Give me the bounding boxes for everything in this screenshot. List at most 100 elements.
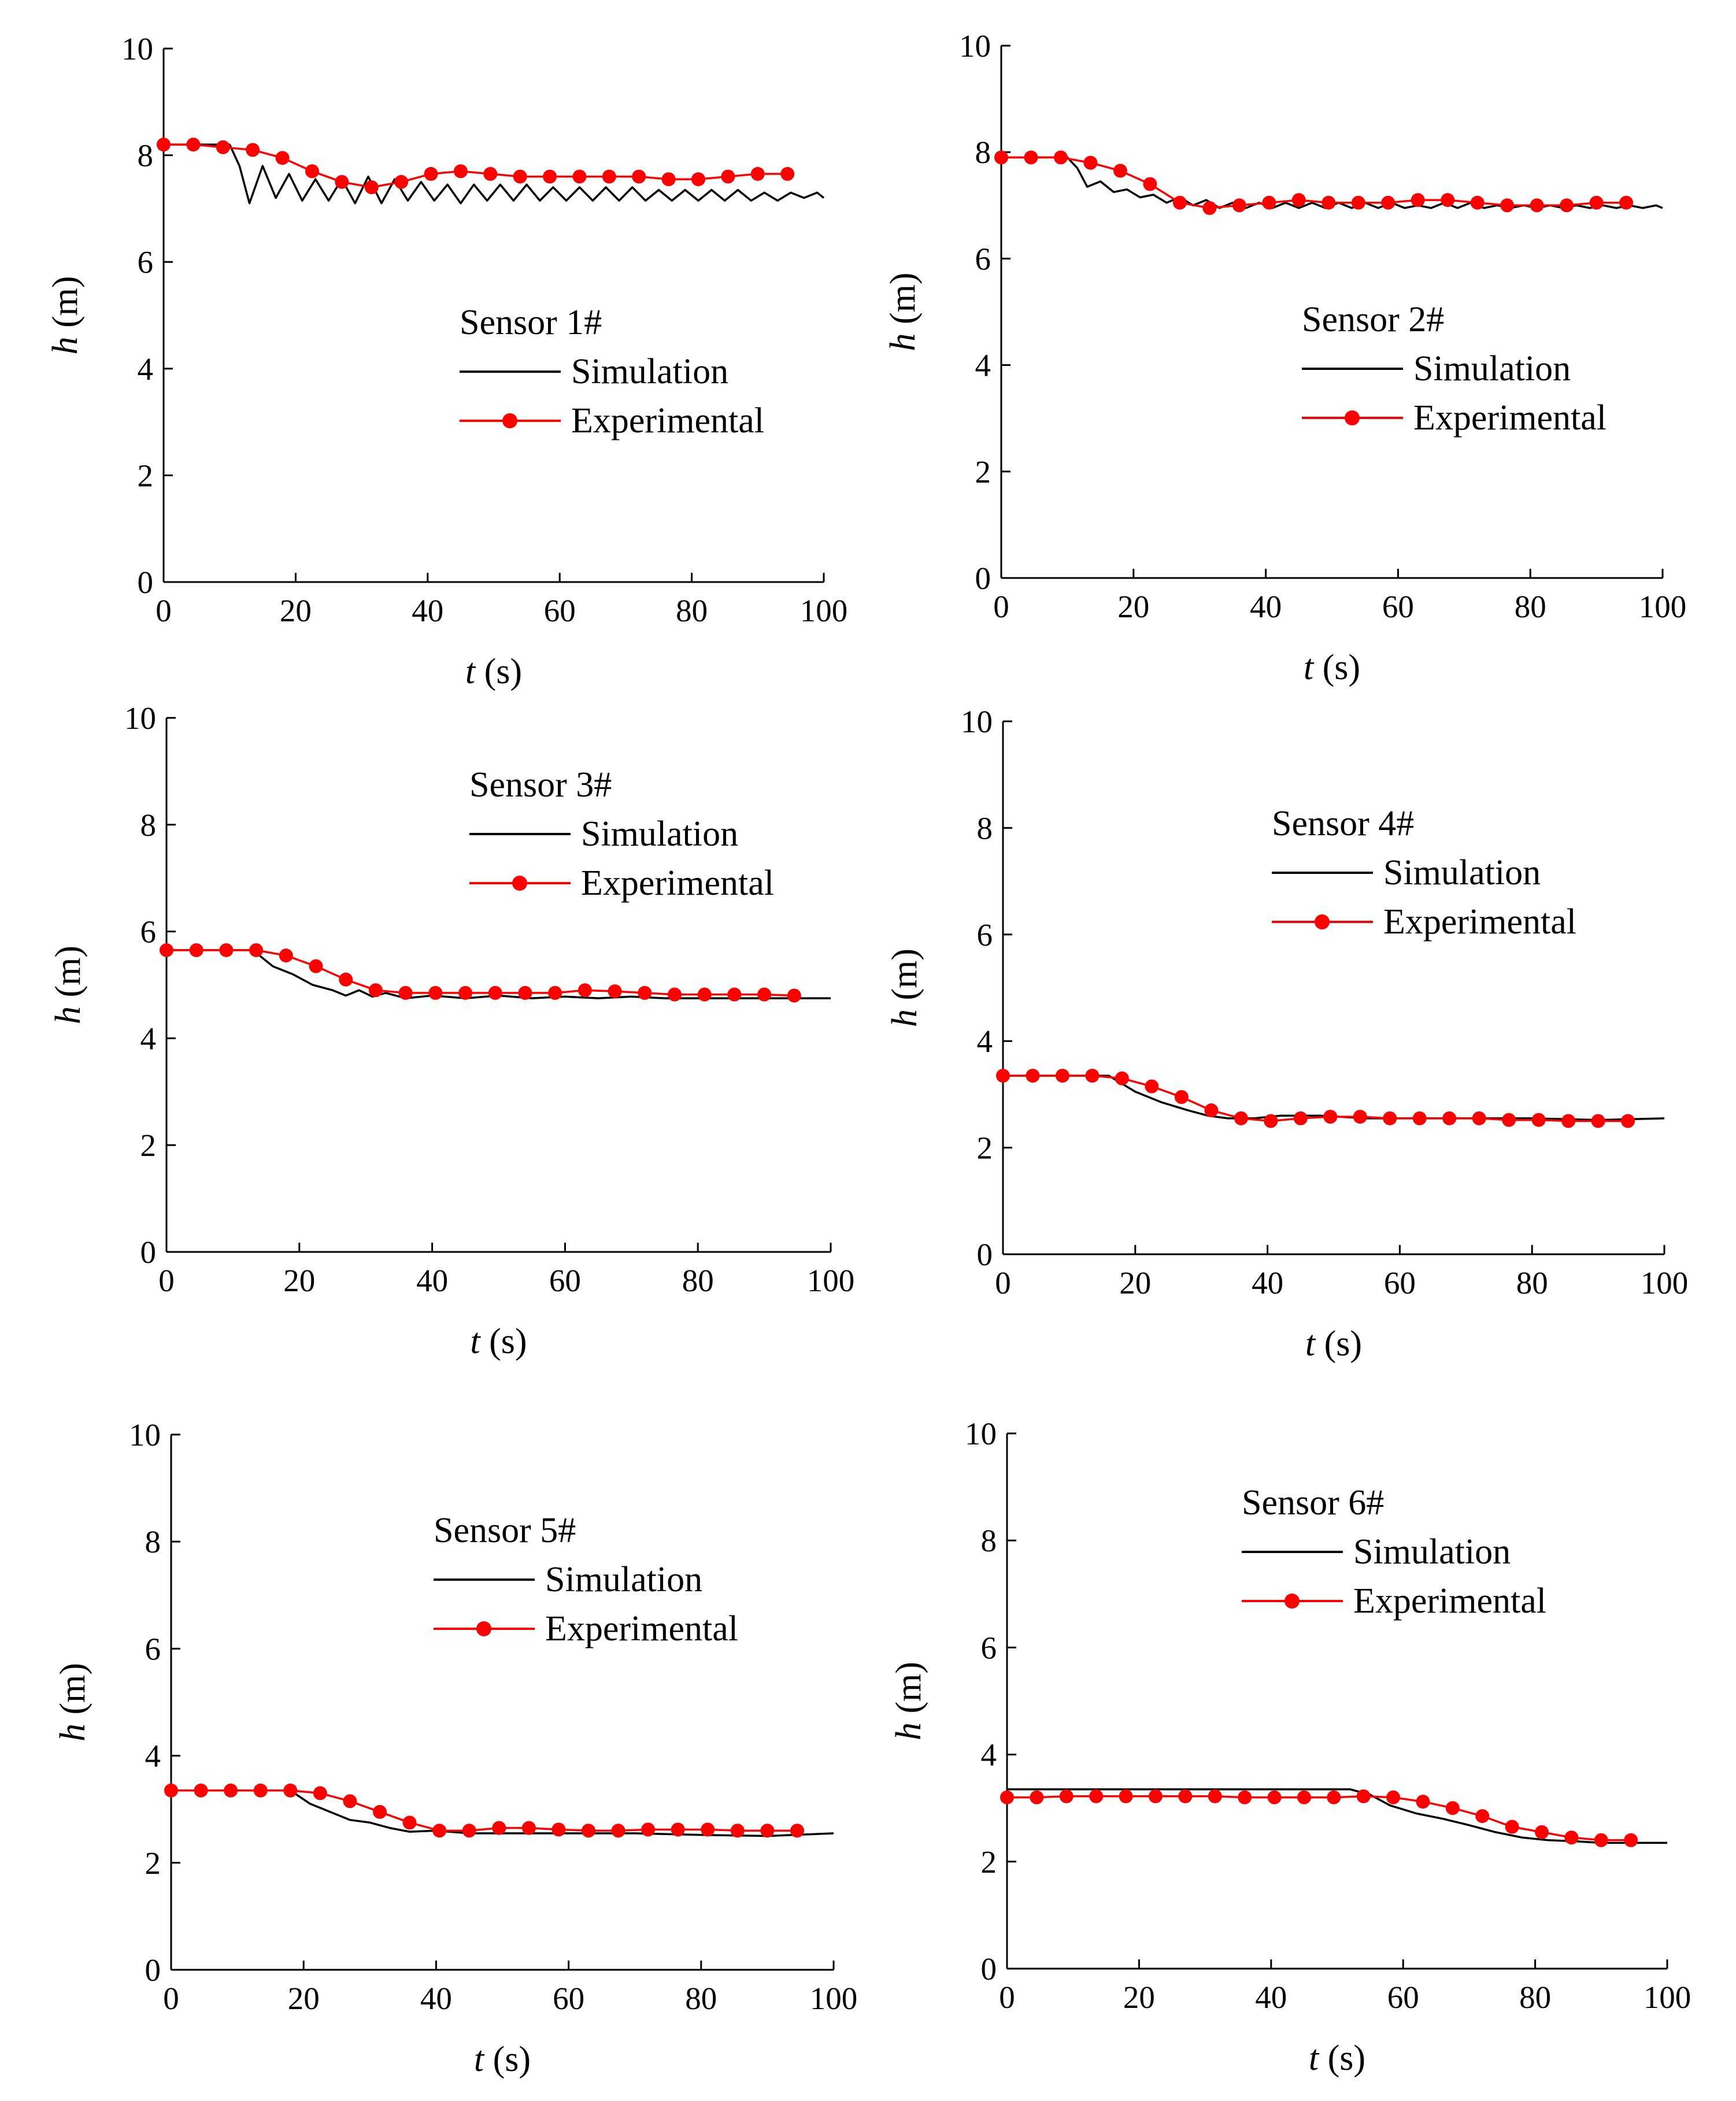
experimental-data-point	[1083, 155, 1098, 170]
x-tick-label: 40	[412, 593, 443, 628]
x-axis-unit: (s)	[1319, 2039, 1365, 2078]
x-tick-label: 20	[288, 1981, 320, 2016]
experimental-data-point	[548, 985, 562, 1000]
legend-simulation-label: Simulation	[571, 352, 728, 391]
experimental-data-point	[343, 1794, 357, 1809]
experimental-data-point	[1386, 1790, 1401, 1804]
legend-experimental-label: Experimental	[1413, 398, 1607, 438]
experimental-data-point	[513, 169, 527, 184]
x-tick-label: 0	[993, 589, 1009, 624]
experimental-data-point	[1172, 195, 1187, 210]
y-axis-variable: h	[883, 334, 923, 351]
experimental-data-point	[1024, 150, 1038, 165]
experimental-data-point	[1412, 1111, 1427, 1125]
x-axis-variable: t	[1305, 1324, 1316, 1363]
y-axis-variable: h	[46, 337, 85, 355]
y-tick-label: 6	[977, 917, 993, 953]
y-axis-label: h (m)	[49, 946, 88, 1024]
x-tick-label: 40	[1252, 1265, 1283, 1300]
experimental-data-point	[1535, 1825, 1549, 1839]
experimental-data-point	[1026, 1069, 1040, 1083]
experimental-data-point	[611, 1824, 625, 1838]
y-tick-label: 8	[981, 1523, 997, 1558]
experimental-data-point	[1445, 1801, 1460, 1815]
legend-simulation-label: Simulation	[1413, 349, 1571, 388]
legend: Sensor 6# Simulation Experimental	[1242, 1483, 1546, 1621]
experimental-data-point	[1204, 1103, 1219, 1118]
experimental-data-point	[1145, 1079, 1159, 1094]
y-axis-unit: (m)	[885, 948, 924, 1009]
experimental-series-line	[1001, 156, 1627, 209]
experimental-data-point	[1560, 198, 1574, 213]
x-axis-unit: (s)	[1315, 1324, 1362, 1363]
x-tick-label: 100	[810, 1981, 858, 2016]
experimental-series-line	[166, 949, 794, 997]
experimental-data-point	[1113, 164, 1127, 178]
x-axis-label: t (s)	[465, 652, 522, 691]
x-axis-variable: t	[470, 1322, 481, 1361]
x-axis-unit: (s)	[480, 1322, 527, 1361]
x-axis-unit: (s)	[1313, 648, 1360, 687]
experimental-data-point	[1441, 193, 1455, 207]
simulation-series-line	[164, 143, 825, 205]
experimental-data-point	[1621, 1114, 1635, 1128]
experimental-data-point	[760, 1824, 775, 1838]
experimental-data-point	[1143, 177, 1157, 191]
experimental-data-point	[1472, 1111, 1486, 1125]
experimental-series-line	[1003, 1074, 1628, 1122]
experimental-data-point	[667, 987, 682, 1002]
experimental-data-point	[1238, 1790, 1252, 1804]
experimental-data-point	[994, 150, 1008, 165]
y-axis-unit: (m)	[53, 1663, 92, 1724]
legend-experimental-label: Experimental	[581, 864, 774, 903]
x-tick-label: 20	[280, 593, 312, 628]
experimental-data-point	[1085, 1069, 1100, 1083]
experimental-data-point	[1174, 1090, 1189, 1105]
x-axis-variable: t	[474, 2040, 485, 2079]
y-axis-label: h (m)	[883, 272, 923, 351]
x-tick-label: 100	[800, 593, 848, 628]
simulation-series-line	[1007, 1788, 1667, 1844]
experimental-data-point	[1561, 1114, 1576, 1128]
y-tick-label: 6	[975, 241, 991, 276]
y-axis-label: h (m)	[885, 948, 924, 1027]
experimental-data-point	[246, 143, 260, 157]
experimental-data-point	[157, 138, 171, 152]
experimental-data-point	[279, 948, 293, 963]
y-tick-label: 4	[140, 1021, 157, 1056]
y-tick-label: 2	[975, 454, 991, 490]
experimental-data-point	[335, 175, 349, 189]
legend-simulation-label: Simulation	[581, 814, 738, 854]
y-tick-label: 8	[975, 135, 991, 170]
experimental-data-point	[364, 180, 379, 194]
y-tick-label: 0	[977, 1237, 993, 1272]
legend-title: Sensor 6#	[1242, 1483, 1384, 1522]
x-tick-label: 100	[1644, 1980, 1691, 2015]
y-tick-label: 0	[975, 561, 991, 596]
experimental-data-point	[701, 1822, 715, 1837]
legend-title: Sensor 5#	[434, 1511, 576, 1550]
x-tick-label: 20	[283, 1263, 315, 1298]
experimental-data-point	[1619, 195, 1634, 210]
experimental-data-point	[453, 164, 468, 179]
x-tick-label: 0	[156, 593, 172, 628]
experimental-data-point	[996, 1069, 1010, 1083]
legend-experimental-marker	[476, 1621, 491, 1636]
experimental-data-point	[1267, 1790, 1282, 1804]
experimental-data-point	[521, 1821, 536, 1835]
experimental-data-point	[1351, 195, 1365, 210]
experimental-data-point	[1297, 1790, 1311, 1804]
legend-title: Sensor 4#	[1272, 804, 1414, 843]
experimental-data-point	[1234, 1111, 1248, 1125]
experimental-data-point	[1500, 198, 1515, 213]
x-tick-label: 100	[1639, 589, 1687, 624]
experimental-data-point	[164, 1783, 178, 1798]
experimental-data-point	[757, 987, 772, 1002]
experimental-data-point	[1208, 1789, 1222, 1803]
experimental-data-point	[697, 987, 712, 1002]
experimental-data-point	[1202, 201, 1217, 215]
experimental-data-point	[1591, 1114, 1605, 1128]
experimental-data-point	[518, 985, 532, 1000]
